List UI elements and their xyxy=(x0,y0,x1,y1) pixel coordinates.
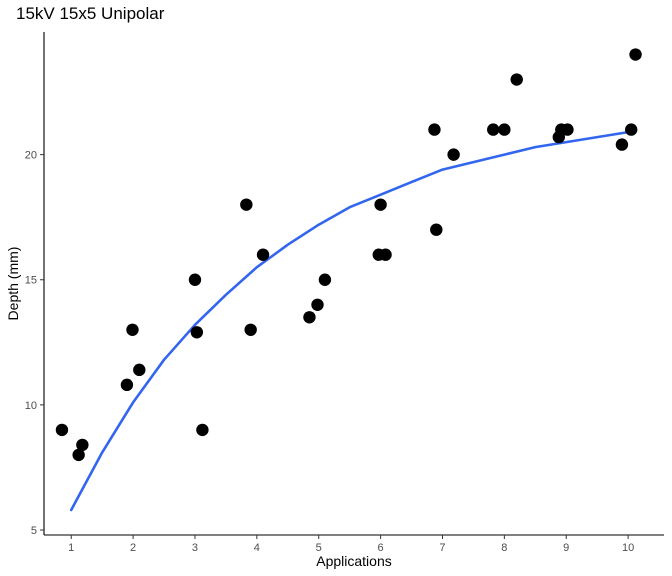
data-point xyxy=(615,138,629,151)
y-tick-label: 5 xyxy=(31,525,37,537)
data-point xyxy=(188,273,202,286)
data-point xyxy=(303,311,316,324)
fit-line xyxy=(69,130,630,512)
data-point xyxy=(55,423,69,437)
data-point xyxy=(510,73,523,86)
data-point xyxy=(196,423,209,437)
y-tick-label: 20 xyxy=(25,150,37,162)
data-point xyxy=(190,326,204,339)
x-axis-title: Applications xyxy=(316,553,392,569)
y-tick-label: 10 xyxy=(25,400,37,412)
data-point xyxy=(133,363,146,377)
data-point xyxy=(447,148,460,161)
y-tick-label: 15 xyxy=(25,275,37,287)
chart-title: 15kV 15x5 Unipolar xyxy=(16,4,165,23)
data-point xyxy=(498,123,511,136)
data-point xyxy=(629,48,642,61)
x-tick-label: 3 xyxy=(192,542,198,554)
x-tick-label: 1 xyxy=(68,542,74,554)
data-point xyxy=(318,273,332,286)
data-point xyxy=(625,123,638,136)
data-point xyxy=(428,123,441,136)
x-tick-label: 7 xyxy=(439,542,445,554)
data-point xyxy=(120,378,134,392)
x-tick-label: 6 xyxy=(378,542,384,554)
data-point xyxy=(561,123,574,136)
x-tick-label: 4 xyxy=(254,542,260,554)
data-point xyxy=(240,198,253,211)
data-point xyxy=(72,448,85,462)
data-point xyxy=(311,298,324,311)
x-tick-label: 2 xyxy=(130,542,136,554)
data-point xyxy=(76,438,89,452)
data-point xyxy=(487,123,500,136)
y-axis-title: Depth (mm) xyxy=(5,247,21,321)
data-point xyxy=(374,198,387,211)
data-point xyxy=(126,323,139,336)
data-point xyxy=(379,248,392,261)
x-tick-label: 5 xyxy=(316,542,322,554)
data-point xyxy=(244,323,257,336)
data-point xyxy=(256,248,270,261)
data-point xyxy=(430,223,443,236)
x-tick-label: 8 xyxy=(501,542,507,554)
x-tick-label: 9 xyxy=(563,542,569,554)
x-tick-label: 10 xyxy=(622,542,634,554)
